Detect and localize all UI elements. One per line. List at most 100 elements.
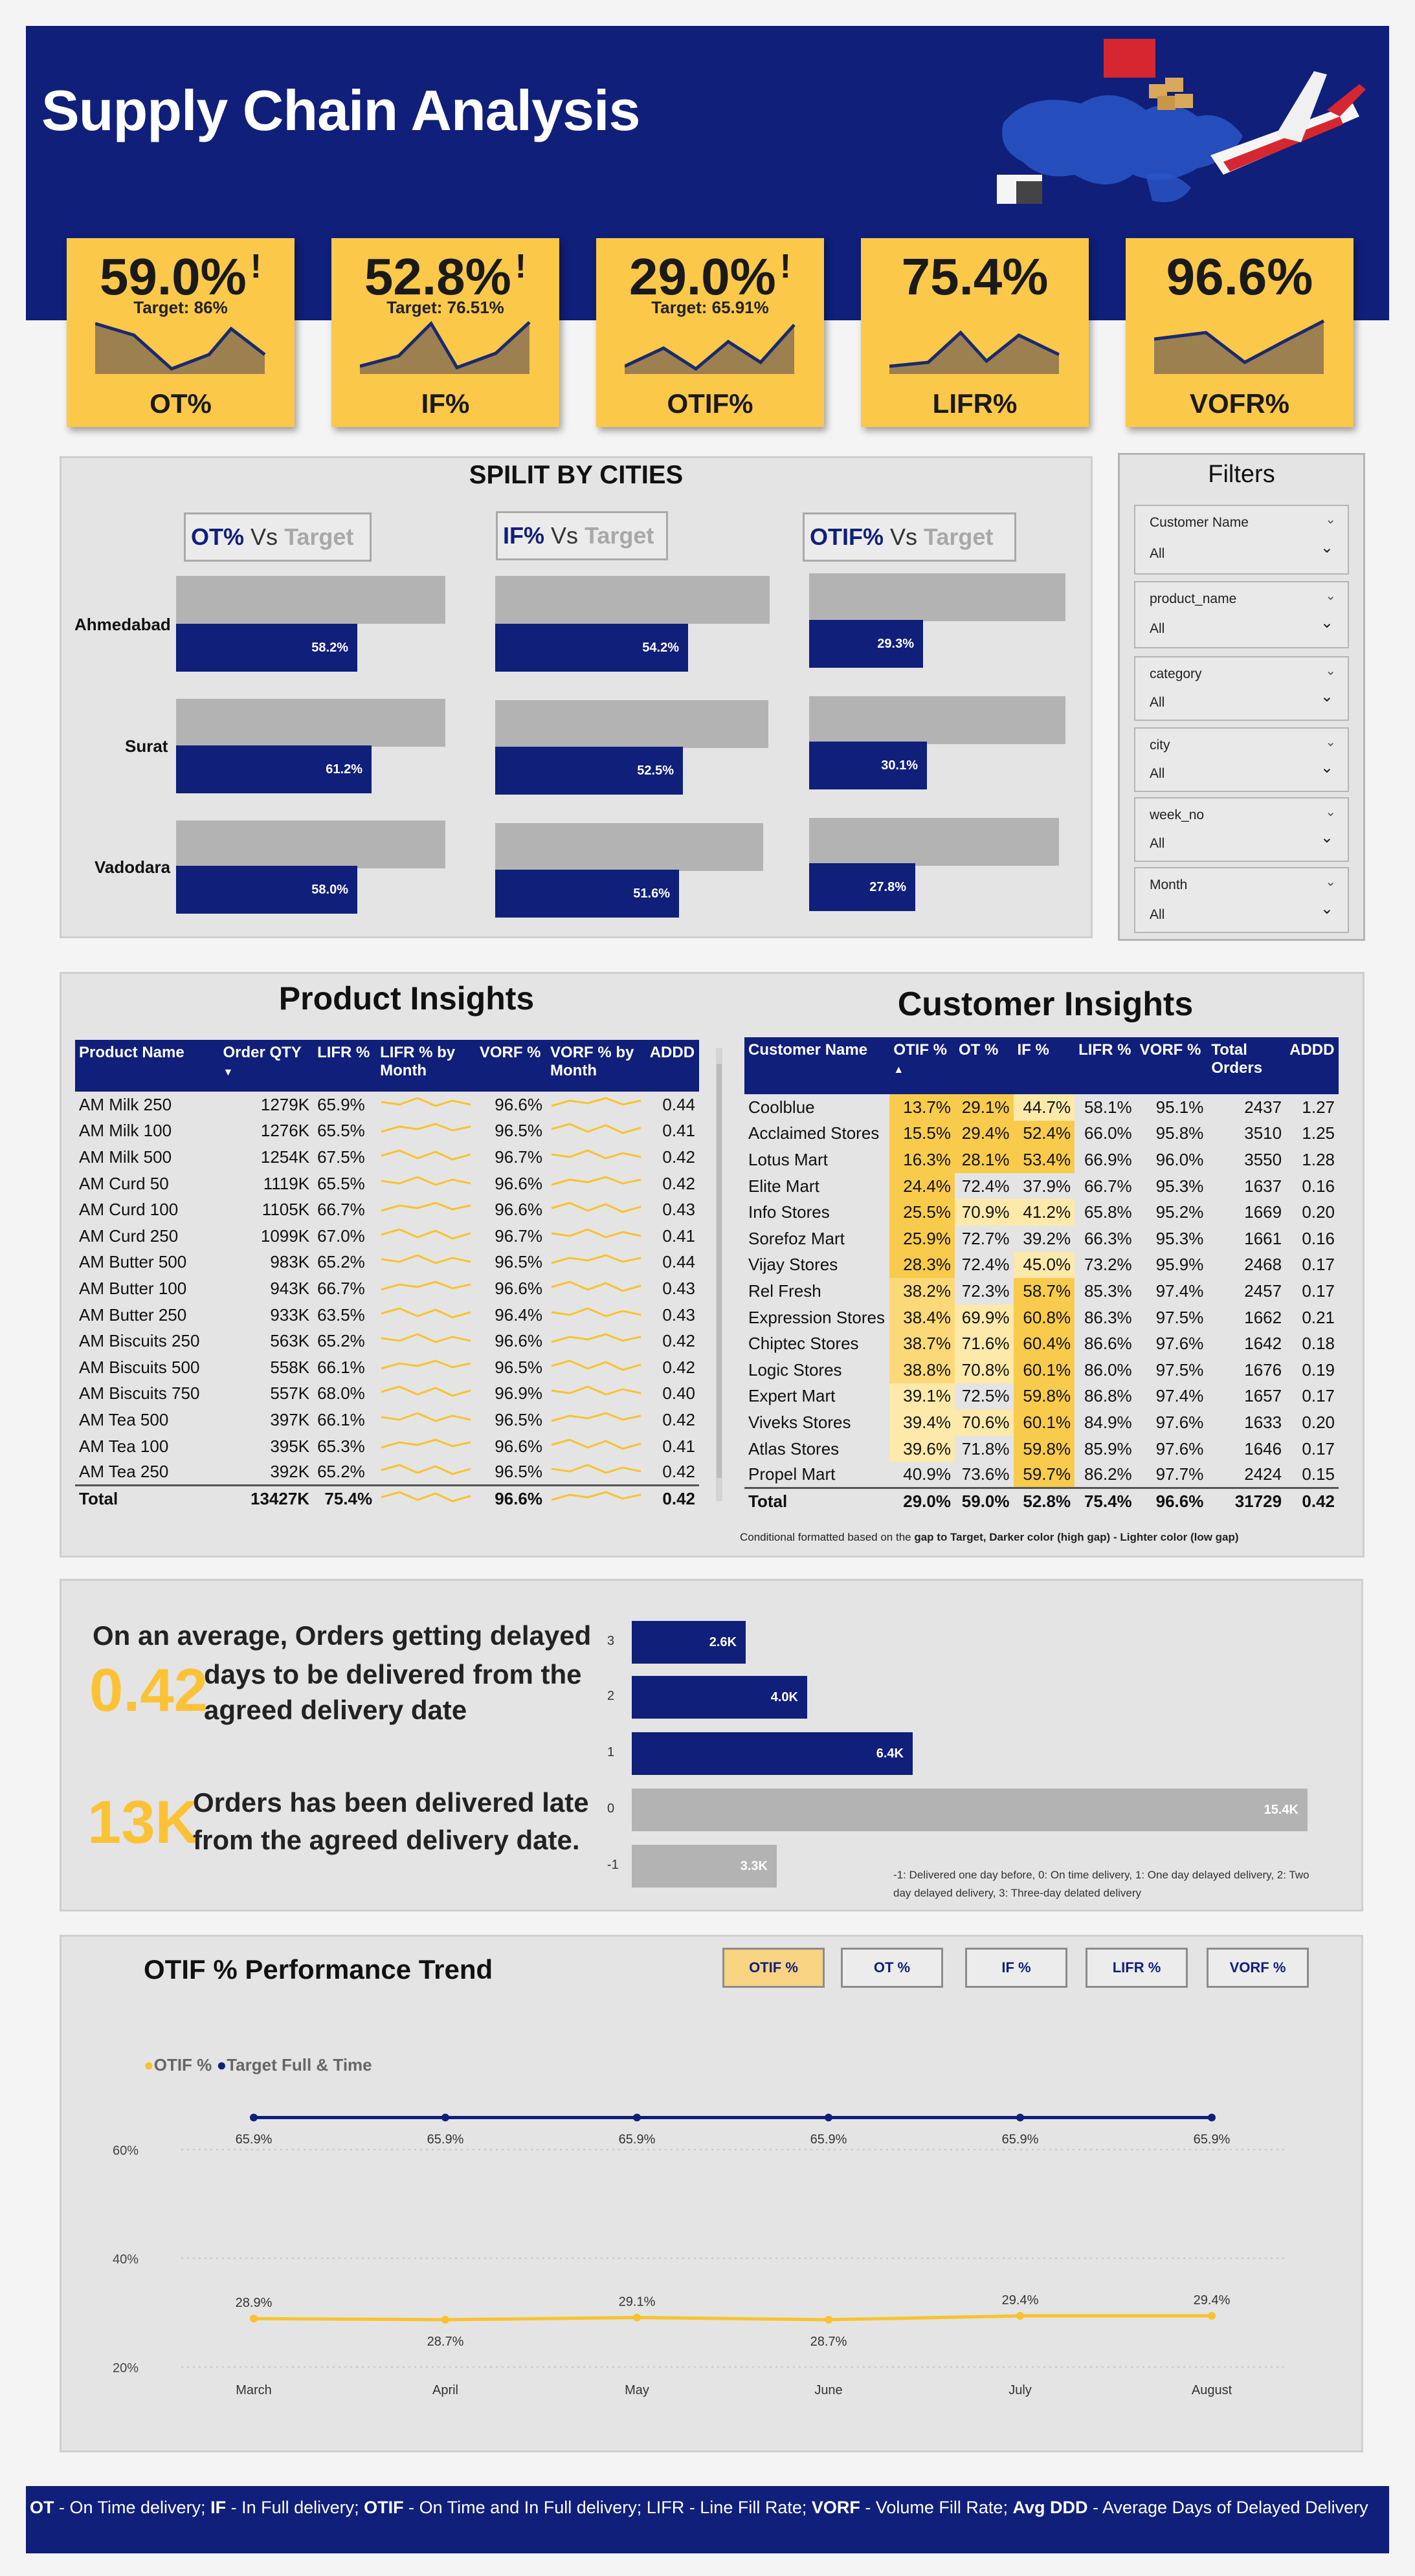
table-row[interactable]: AM Tea 100 395K 65.3% 96.6% 0.41 [75,1433,699,1460]
table-cell: Vijay Stores [748,1255,838,1275]
column-header[interactable]: OT % [954,1037,1014,1094]
otif-point[interactable] [250,2315,258,2323]
table-row[interactable]: Lotus Mart 16.3% 28.1% 53.4% 66.9% 96.0% 3550 1… [744,1147,1339,1173]
column-header[interactable]: LIFR % by Month [376,1040,476,1092]
chevron-down-icon[interactable]: ⌄ [1325,805,1336,819]
vorf-button[interactable]: VORF % [1207,1948,1309,1988]
table-row[interactable]: AM Milk 100 1276K 65.5% 96.5% 0.41 [75,1118,699,1145]
column-header[interactable]: VORF % by Month [546,1040,646,1092]
sort-icon: ▲ [893,1064,904,1075]
otif-point[interactable] [825,2315,832,2324]
chevron-down-icon[interactable]: ⌄ [1325,735,1336,749]
table-row[interactable]: Propel Mart 40.9% 73.6% 59.7% 86.2% 97.7% 2424… [744,1462,1339,1488]
table-row[interactable]: AM Butter 100 943K 66.7% 96.6% 0.43 [75,1275,699,1302]
table-cell: AM Milk 100 [79,1121,172,1141]
column-header[interactable]: IF % [1013,1037,1075,1094]
filter-customer-name[interactable]: Customer Name ⌄ All ⌄ [1134,505,1349,575]
target-point[interactable] [1016,2113,1024,2122]
column-header[interactable]: LIFR % [1075,1037,1136,1094]
bar-category-label: 2 [607,1689,615,1703]
column-header[interactable]: VORF % [475,1040,547,1092]
chevron-down-icon[interactable]: ⌄ [1320,614,1333,632]
column-header[interactable]: Customer Name [744,1037,890,1094]
chevron-down-icon[interactable]: ⌄ [1320,539,1333,556]
table-row[interactable]: AM Butter 250 933K 63.5% 96.4% 0.43 [75,1302,699,1328]
filter-city[interactable]: city ⌄ All ⌄ [1134,727,1349,792]
chevron-down-icon[interactable]: ⌄ [1320,688,1333,705]
sparkline-cell [376,1275,476,1302]
target-point[interactable] [633,2113,641,2122]
table-row[interactable]: Rel Fresh 38.2% 72.3% 58.7% 85.3% 97.4% 2457 0.… [744,1278,1339,1305]
filter-value: All [1150,907,1165,922]
table-row[interactable]: AM Milk 250 1279K 65.9% 96.6% 0.44 [75,1092,699,1118]
table-cell: AM Biscuits 250 [79,1331,200,1351]
target-point[interactable] [1208,2113,1216,2122]
table-row[interactable]: Info Stores 25.5% 70.9% 41.2% 65.8% 95.2% 1669… [744,1199,1339,1226]
table-row[interactable]: Elite Mart 24.4% 72.4% 37.9% 66.7% 95.3% 1637 0… [744,1172,1339,1200]
table-row[interactable]: AM Curd 250 1099K 67.0% 96.7% 0.41 [75,1223,699,1249]
table-row[interactable]: AM Tea 250 392K 65.2% 96.5% 0.42 [75,1459,699,1486]
table-row[interactable]: AM Biscuits 250 563K 65.2% 96.6% 0.42 [75,1328,699,1354]
otif-point[interactable] [441,2315,449,2324]
column-header[interactable]: OTIF % ▲ [889,1037,955,1094]
table-row[interactable]: Sorefoz Mart 25.9% 72.7% 39.2% 66.3% 95.3% 166… [744,1225,1339,1252]
column-header[interactable]: Total Orders [1207,1037,1286,1094]
column-header[interactable]: ADDD [645,1040,699,1092]
if-button[interactable]: IF % [965,1948,1067,1988]
table-row[interactable]: Atlas Stores 39.6% 71.8% 59.8% 85.9% 97.6% 164… [744,1435,1339,1462]
table-cell: 39.6% [889,1435,955,1462]
column-header[interactable]: Product Name [75,1040,219,1092]
table-row[interactable]: AM Milk 500 1254K 67.5% 96.7% 0.42 [75,1144,699,1171]
table-row[interactable]: Expert Mart 39.1% 72.5% 59.8% 86.8% 97.4% 1657… [744,1383,1339,1410]
target-point[interactable] [250,2113,258,2122]
chevron-down-icon[interactable]: ⌄ [1320,900,1333,918]
lifr-button[interactable]: LIFR % [1086,1948,1188,1988]
table-cell: 1637 [1244,1176,1282,1196]
filter-week-no[interactable]: week_no ⌄ All ⌄ [1134,797,1349,862]
table-row[interactable]: Expression Stores 38.4% 69.9% 60.8% 86.3% 97.… [744,1304,1339,1331]
chevron-down-icon[interactable]: ⌄ [1325,875,1336,889]
chevron-down-icon[interactable]: ⌄ [1325,512,1336,527]
total-cell: 0.42 [645,1484,699,1512]
chevron-down-icon[interactable]: ⌄ [1325,664,1336,678]
table-row[interactable]: Viveks Stores 39.4% 70.6% 60.1% 84.9% 97.6% 16… [744,1409,1339,1436]
table-row[interactable]: AM Biscuits 750 557K 68.0% 96.9% 0.40 [75,1381,699,1407]
column-header[interactable]: ADDD [1286,1037,1339,1094]
table-row[interactable]: AM Curd 50 1119K 65.5% 96.6% 0.42 [75,1171,699,1197]
legend-dot-target: ● [216,2055,227,2075]
table-row[interactable]: AM Curd 100 1105K 66.7% 96.6% 0.43 [75,1196,699,1223]
target-point[interactable] [441,2113,449,2122]
table-row[interactable]: Vijay Stores 28.3% 72.4% 45.0% 73.2% 95.9% 246… [744,1251,1339,1279]
table-row[interactable]: AM Tea 500 397K 66.1% 96.5% 0.42 [75,1407,699,1433]
scrollbar[interactable] [716,1048,722,1501]
sparkline-cell [376,1407,476,1433]
table-row[interactable]: Chiptec Stores 38.7% 71.6% 60.4% 86.6% 97.6% 1… [744,1330,1339,1357]
chevron-down-icon[interactable]: ⌄ [1320,829,1333,846]
filter-product-name[interactable]: product_name ⌄ All ⌄ [1134,581,1349,648]
otif-button[interactable]: OTIF % [722,1948,825,1988]
target-point[interactable] [825,2113,832,2122]
ot-button[interactable]: OT % [841,1948,943,1988]
sparkline-cell [546,1354,646,1381]
chevron-down-icon[interactable]: ⌄ [1320,759,1333,776]
table-row[interactable]: AM Biscuits 500 558K 66.1% 96.5% 0.42 [75,1354,699,1381]
total-cell: 59.0% [954,1487,1014,1515]
column-header[interactable]: LIFR % [313,1040,377,1092]
table-row[interactable]: Logic Stores 38.8% 70.8% 60.1% 86.0% 97.5% 167… [744,1356,1339,1383]
table-row[interactable]: AM Butter 500 983K 65.2% 96.5% 0.44 [75,1249,699,1276]
otif-point[interactable] [1208,2312,1216,2320]
otif-point[interactable] [633,2313,641,2322]
total-row: Total 13427K 75.4% 96.6% 0.42 [75,1484,699,1512]
chevron-down-icon[interactable]: ⌄ [1325,589,1336,603]
column-header[interactable]: Order QTY ▼ [219,1040,314,1092]
otif-point[interactable] [1016,2312,1024,2320]
filter-category[interactable]: category ⌄ All ⌄ [1134,656,1349,721]
table-row[interactable]: Acclaimed Stores 15.5% 29.4% 52.4% 66.0% 95.8… [744,1120,1339,1147]
filter-month[interactable]: Month ⌄ All ⌄ [1134,867,1349,933]
total-cell: 75.4% [313,1484,377,1512]
x-tick-label: August [1192,2383,1232,2397]
table-row[interactable]: Coolblue 13.7% 29.1% 44.7% 58.1% 95.1% 2437 1.2… [744,1094,1339,1121]
column-header[interactable]: VORF % [1135,1037,1208,1094]
table-cell: 39.1% [889,1383,955,1410]
trend-legend: ●OTIF % ●Target Full & Time [144,2055,372,2075]
